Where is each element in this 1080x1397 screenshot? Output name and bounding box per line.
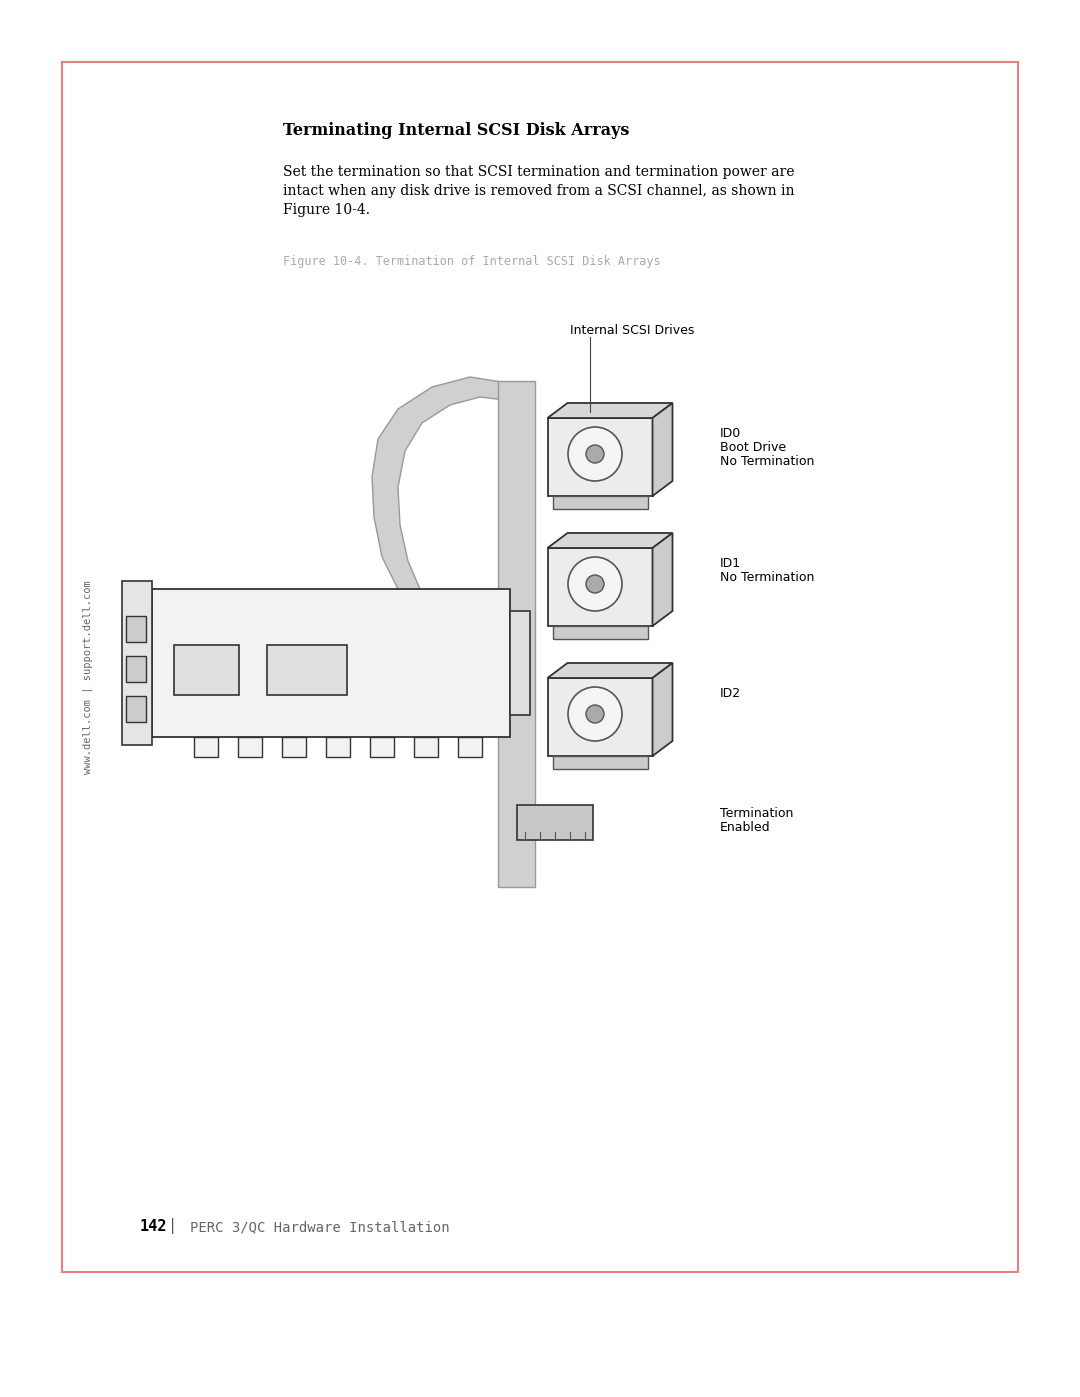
Bar xyxy=(194,738,218,757)
Text: ID1: ID1 xyxy=(720,557,741,570)
Circle shape xyxy=(568,687,622,740)
Bar xyxy=(553,756,648,768)
Bar xyxy=(126,657,146,682)
Bar xyxy=(414,738,438,757)
Circle shape xyxy=(586,576,604,592)
Circle shape xyxy=(568,557,622,610)
Polygon shape xyxy=(652,402,673,496)
Text: Termination: Termination xyxy=(720,807,794,820)
Polygon shape xyxy=(652,534,673,626)
Bar xyxy=(174,645,239,694)
Polygon shape xyxy=(548,402,673,418)
Bar xyxy=(62,61,1018,1273)
Text: ID0: ID0 xyxy=(720,427,741,440)
Bar xyxy=(370,738,394,757)
Text: Set the termination so that SCSI termination and termination power are: Set the termination so that SCSI termina… xyxy=(283,165,795,179)
Text: Enabled: Enabled xyxy=(720,821,771,834)
Bar xyxy=(553,496,648,509)
Circle shape xyxy=(586,446,604,462)
Polygon shape xyxy=(372,377,528,590)
Text: |: | xyxy=(168,1218,177,1234)
Text: Boot Drive: Boot Drive xyxy=(720,441,786,454)
Text: Terminating Internal SCSI Disk Arrays: Terminating Internal SCSI Disk Arrays xyxy=(283,122,630,138)
Bar xyxy=(517,805,593,840)
Text: ID2: ID2 xyxy=(720,687,741,700)
Polygon shape xyxy=(652,664,673,756)
Circle shape xyxy=(568,427,622,481)
Text: No Termination: No Termination xyxy=(720,455,814,468)
Bar xyxy=(548,548,652,626)
Bar xyxy=(510,610,530,715)
Text: No Termination: No Termination xyxy=(720,571,814,584)
Polygon shape xyxy=(548,534,673,548)
Text: 142: 142 xyxy=(140,1220,167,1234)
Bar xyxy=(548,678,652,756)
Text: Internal SCSI Drives: Internal SCSI Drives xyxy=(570,324,694,337)
Text: Figure 10-4.: Figure 10-4. xyxy=(283,203,370,217)
Bar xyxy=(238,738,262,757)
Bar xyxy=(458,738,482,757)
Bar xyxy=(326,738,350,757)
Polygon shape xyxy=(548,664,673,678)
Bar xyxy=(548,418,652,496)
Text: PERC 3/QC Hardware Installation: PERC 3/QC Hardware Installation xyxy=(190,1220,449,1234)
Bar xyxy=(122,581,152,745)
Bar xyxy=(126,696,146,722)
Bar xyxy=(152,590,510,738)
Bar xyxy=(553,626,648,638)
Text: Figure 10-4. Termination of Internal SCSI Disk Arrays: Figure 10-4. Termination of Internal SCS… xyxy=(283,256,661,268)
Text: intact when any disk drive is removed from a SCSI channel, as shown in: intact when any disk drive is removed fr… xyxy=(283,184,795,198)
Bar xyxy=(498,381,535,887)
Bar xyxy=(282,738,306,757)
Text: www.dell.com | support.dell.com: www.dell.com | support.dell.com xyxy=(83,580,93,774)
Bar xyxy=(126,616,146,643)
Bar xyxy=(267,645,347,694)
Circle shape xyxy=(586,705,604,724)
